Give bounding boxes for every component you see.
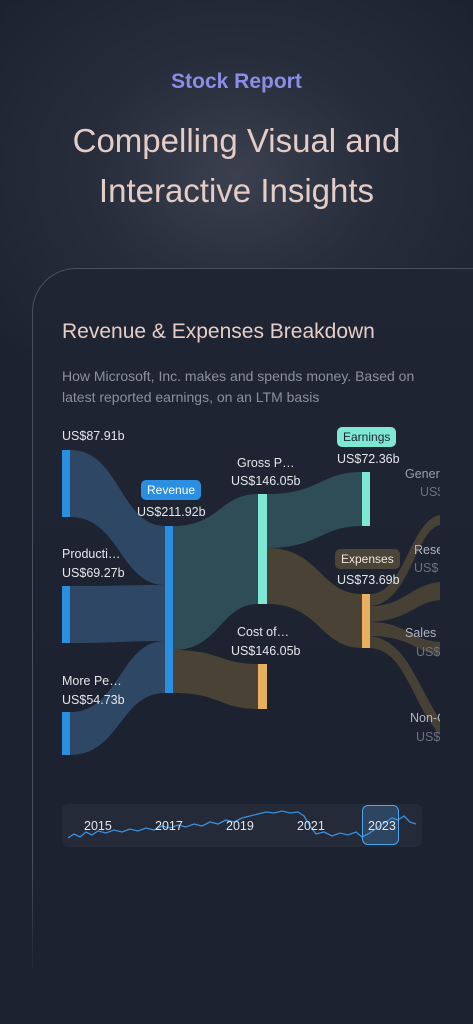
cost-label: Cost of…: [237, 625, 290, 639]
sankey-chart[interactable]: US$87.91b Producti… US$69.27b More Pe… U…: [0, 420, 440, 780]
year-2019[interactable]: 2019: [226, 819, 254, 833]
node-cost: [258, 664, 267, 709]
selected-year-highlight[interactable]: [362, 805, 399, 845]
node-source-1: [62, 450, 70, 517]
year-2023[interactable]: 2023: [368, 819, 396, 833]
section-kicker: Stock Report: [171, 70, 302, 93]
flow-revenue-cost: [173, 650, 258, 709]
expense-nonc-value: US$: [416, 730, 440, 744]
source-3-label: More Pe…: [62, 674, 122, 688]
flow-expense-nonc: [370, 636, 440, 735]
flow-expense-research: [370, 582, 440, 622]
earnings-value: US$72.36b: [337, 452, 400, 466]
flow-expense-sales: [370, 622, 440, 655]
year-timeline[interactable]: 2015 2017 2019 2021 2023: [62, 804, 422, 847]
card-title: Revenue & Expenses Breakdown: [62, 320, 375, 343]
expenses-value: US$73.69b: [337, 573, 400, 587]
headline-line-1: Compelling Visual and: [72, 122, 401, 159]
revenue-value: US$211.92b: [137, 505, 206, 519]
expense-research-label: Rese: [414, 543, 440, 557]
node-earnings: [362, 472, 370, 526]
node-source-2: [62, 586, 70, 643]
revenue-badge[interactable]: Revenue: [141, 480, 202, 500]
expense-research-value: US$: [414, 561, 439, 575]
expense-nonc-label: Non-C: [410, 711, 440, 725]
source-3-value: US$54.73b: [62, 693, 125, 707]
flow-gross-expenses: [267, 548, 362, 648]
card-subtitle: How Microsoft, Inc. makes and spends mon…: [62, 368, 415, 405]
gross-profit-value: US$146.05b: [231, 474, 301, 488]
gross-profit-label: Gross P…: [237, 456, 295, 470]
node-revenue: [165, 526, 173, 693]
flow-source-2: [70, 585, 165, 643]
source-2-label: Producti…: [62, 547, 121, 561]
flow-expense-general: [370, 515, 440, 606]
flow-revenue-gross: [173, 494, 258, 650]
source-2-value: US$69.27b: [62, 566, 125, 580]
headline-line-2: Interactive Insights: [98, 172, 375, 209]
expenses-badge[interactable]: Expenses: [335, 549, 400, 569]
flow-source-1: [70, 450, 165, 585]
earnings-badge[interactable]: Earnings: [337, 427, 397, 447]
expense-sales-value: US$: [416, 645, 440, 659]
year-2017[interactable]: 2017: [155, 819, 183, 833]
headline: Compelling Visual and Interactive Insigh…: [0, 116, 473, 216]
node-source-3: [62, 712, 70, 755]
node-gross-profit: [258, 494, 267, 604]
node-expenses: [362, 594, 370, 648]
flow-gross-earnings: [267, 472, 362, 548]
expense-general-value: US$: [420, 485, 440, 499]
expense-general-label: Genera: [405, 467, 440, 481]
year-2015[interactable]: 2015: [84, 819, 112, 833]
source-1-value: US$87.91b: [62, 429, 125, 443]
expense-sales-label: Sales &: [405, 626, 440, 640]
sankey-flows: [62, 450, 440, 755]
cost-value: US$146.05b: [231, 644, 301, 658]
flow-source-3: [70, 641, 165, 755]
year-2021[interactable]: 2021: [297, 819, 325, 833]
timeline-sparkline: [67, 810, 417, 839]
